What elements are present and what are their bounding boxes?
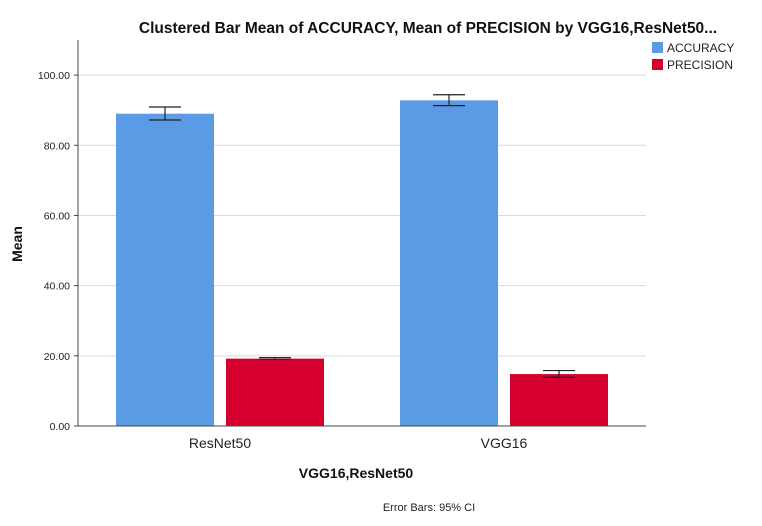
legend-item: PRECISION <box>652 58 733 72</box>
y-tick-label: 60.00 <box>44 210 70 222</box>
y-tick-labels: 0.00 20.00 40.00 60.00 80.00 100.00 <box>38 70 70 433</box>
y-axis-title: Mean <box>9 226 25 262</box>
x-category-label: ResNet50 <box>189 435 251 451</box>
error-bar <box>149 106 181 121</box>
axes <box>74 40 646 427</box>
y-tick-label: 0.00 <box>50 421 71 433</box>
x-category-labels: ResNet50 VGG16 <box>189 435 528 451</box>
error-bars-note: Error Bars: 95% CI <box>383 502 475 514</box>
bar-accuracy-resnet50 <box>116 113 214 426</box>
legend: ACCURACY PRECISION <box>652 41 734 72</box>
chart-title: Clustered Bar Mean of ACCURACY, Mean of … <box>139 20 717 37</box>
bar-precision-resnet50 <box>226 358 324 426</box>
y-tick-label: 80.00 <box>44 140 70 152</box>
legend-item: ACCURACY <box>652 41 734 55</box>
x-axis-title: VGG16,ResNet50 <box>299 465 414 481</box>
y-tick-label: 100.00 <box>38 70 70 82</box>
bar-precision-vgg16 <box>510 374 608 426</box>
x-category-label: VGG16 <box>481 435 528 451</box>
legend-swatch <box>652 42 663 53</box>
error-bar <box>259 356 291 360</box>
legend-label: PRECISION <box>667 58 733 72</box>
error-bar <box>433 94 465 107</box>
error-bar <box>543 369 575 378</box>
bar-accuracy-vgg16 <box>400 100 498 427</box>
error-bars <box>149 94 575 378</box>
y-tick-label: 20.00 <box>44 351 70 363</box>
y-tick-label: 40.00 <box>44 281 70 293</box>
legend-label: ACCURACY <box>667 41 734 55</box>
bars <box>116 100 608 427</box>
legend-swatch <box>652 59 663 70</box>
